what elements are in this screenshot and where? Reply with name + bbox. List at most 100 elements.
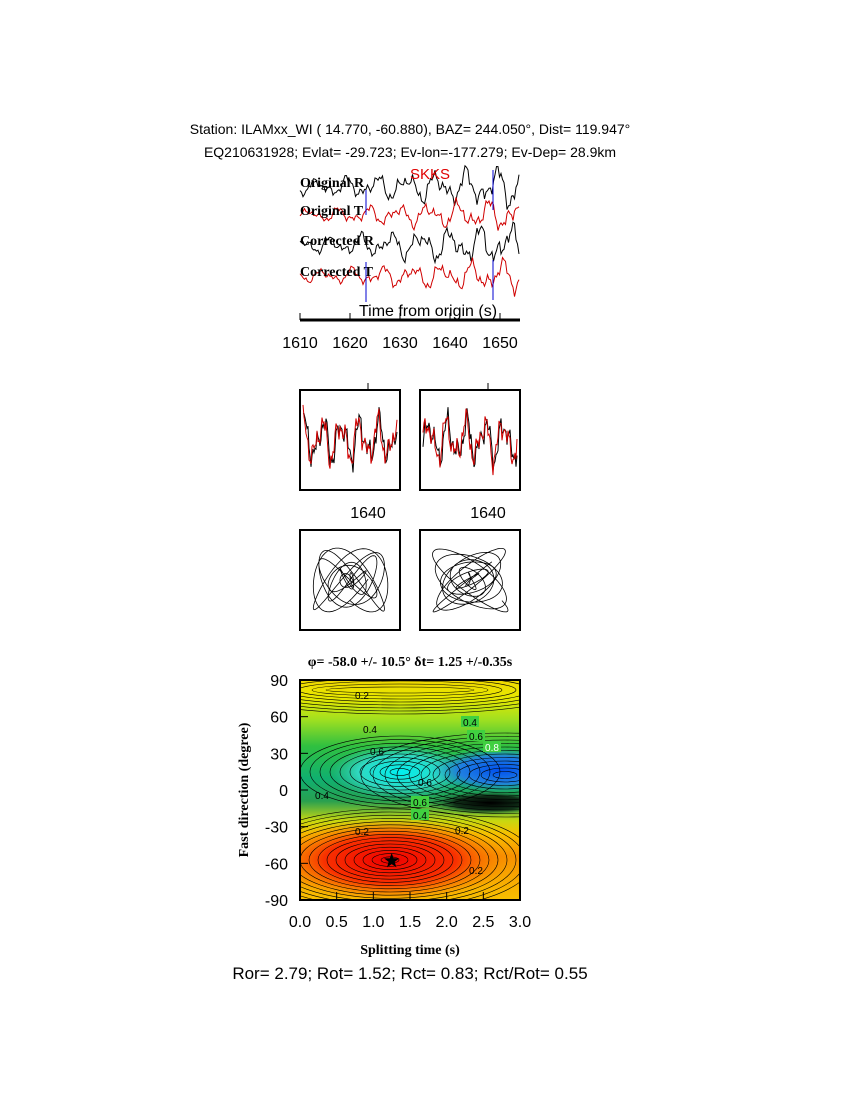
y-tick-label: -30 — [265, 820, 288, 837]
contour-line — [300, 818, 508, 900]
contour-label-text: 0.2 — [355, 691, 369, 702]
panels: 1640 1640 — [299, 383, 521, 631]
particle-motion — [312, 547, 389, 613]
x-tick-label: 2.0 — [436, 914, 458, 931]
contour-label: 0.6 — [418, 778, 432, 789]
panel-frame — [419, 389, 521, 491]
trace-label: Corrected R — [300, 234, 375, 249]
contour-label-text: 0.6 — [370, 747, 384, 758]
x-tick-label: 1.0 — [362, 914, 384, 931]
contour-line — [325, 686, 475, 694]
contour-line — [335, 840, 445, 880]
contour-label: 0.6 — [370, 747, 384, 758]
contour-label-text: 0.4 — [413, 811, 427, 822]
contour-line — [329, 746, 471, 798]
x-tick-label: 2.5 — [472, 914, 494, 931]
contour-label-text: 0.4 — [315, 791, 329, 802]
contour-label-text: 0.8 — [485, 743, 499, 754]
contour-line — [319, 742, 481, 802]
y-tick-label: -90 — [265, 893, 288, 910]
contour-line — [359, 757, 441, 787]
y-tick-label: 0 — [279, 783, 288, 800]
waveform — [299, 197, 520, 232]
contour-label-text: 0.4 — [463, 718, 477, 729]
y-axis-title: Fast direction (degree) — [237, 722, 252, 857]
contour-label: 0.4 — [315, 791, 329, 802]
contour-line — [300, 706, 520, 715]
contour-line — [300, 814, 517, 900]
contour-line — [300, 735, 501, 809]
contour-line — [339, 750, 461, 794]
waveform — [422, 408, 518, 476]
panel-frame — [299, 529, 401, 631]
contour-line — [362, 850, 418, 870]
label-box — [411, 796, 429, 807]
waveform — [303, 407, 398, 473]
contour-label: 0.2 — [355, 691, 369, 702]
contour-line — [389, 768, 411, 776]
contour-label-text: 0.6 — [413, 798, 427, 809]
trace-label: Corrected T — [300, 265, 374, 280]
x-tick-label: 1640 — [470, 505, 506, 522]
waveform — [302, 404, 398, 469]
contour-line — [492, 771, 518, 779]
contour-line — [300, 827, 481, 893]
contour-line — [300, 808, 520, 900]
contour-label-text: 0.6 — [469, 732, 483, 743]
contour-line — [408, 746, 520, 804]
contour-line — [300, 680, 517, 703]
x-tick-label: 0.5 — [326, 914, 348, 931]
contour-line — [444, 757, 520, 793]
contour-label: 0.2 — [355, 827, 369, 838]
contour-label: 0.6 — [411, 796, 429, 809]
x-tick-label: 1630 — [382, 335, 418, 352]
best-fit-star — [384, 852, 400, 868]
contour-label: 0.8 — [483, 741, 501, 754]
contour-label: 0.4 — [411, 809, 429, 822]
x-tick-label: 0.0 — [289, 914, 311, 931]
x-tick-label: 3.0 — [509, 914, 531, 931]
x-tick-label: 1640 — [350, 505, 386, 522]
contour-line — [384, 739, 520, 811]
contour-line — [396, 743, 520, 807]
waveform — [299, 221, 520, 265]
y-tick-label: 90 — [270, 673, 288, 690]
waveform — [299, 164, 520, 210]
contour-line — [300, 680, 520, 709]
contour-line — [379, 764, 421, 780]
trace-label: Original T — [300, 204, 364, 219]
contour-label: 0.4 — [363, 725, 377, 736]
contour-label-text: 0.2 — [469, 866, 483, 877]
x-axis-title: Splitting time (s) — [360, 943, 460, 958]
panel-frame — [419, 529, 521, 631]
contour-line — [300, 821, 499, 899]
contour-line — [309, 739, 491, 805]
y-tick-label: -60 — [265, 856, 288, 873]
contour-line — [326, 837, 454, 883]
contour-field — [300, 680, 520, 900]
contour-line — [300, 824, 490, 896]
x-tick-label: 1610 — [282, 335, 318, 352]
contour-line — [344, 843, 436, 877]
label-box — [411, 809, 429, 820]
label-box — [461, 716, 479, 727]
contour-line — [371, 853, 409, 867]
waveform — [422, 407, 518, 471]
trace-label: Original R — [300, 176, 365, 191]
contour-label: 0.2 — [469, 866, 483, 877]
contour-line — [300, 811, 520, 900]
phase-label: SKKS — [410, 166, 450, 183]
footer: Ror= 2.79; Rot= 1.52; Rct= 0.83; Rct/Rot… — [232, 964, 587, 983]
x-tick-label: 1650 — [482, 335, 518, 352]
contour-line — [353, 846, 427, 874]
contour-line — [369, 760, 431, 784]
header-line: Station: ILAMxx_WI ( 14.770, -60.880), B… — [190, 121, 631, 137]
x-tick-label: 1.5 — [399, 914, 421, 931]
header-line: EQ210631928; Evlat= -29.723; Ev-lon=-177… — [204, 144, 616, 160]
contour-label-text: 0.4 — [363, 725, 377, 736]
contour-line — [311, 683, 489, 697]
contour-line — [468, 764, 520, 786]
contour-line — [480, 767, 520, 783]
contour-label: 0.2 — [455, 826, 469, 837]
